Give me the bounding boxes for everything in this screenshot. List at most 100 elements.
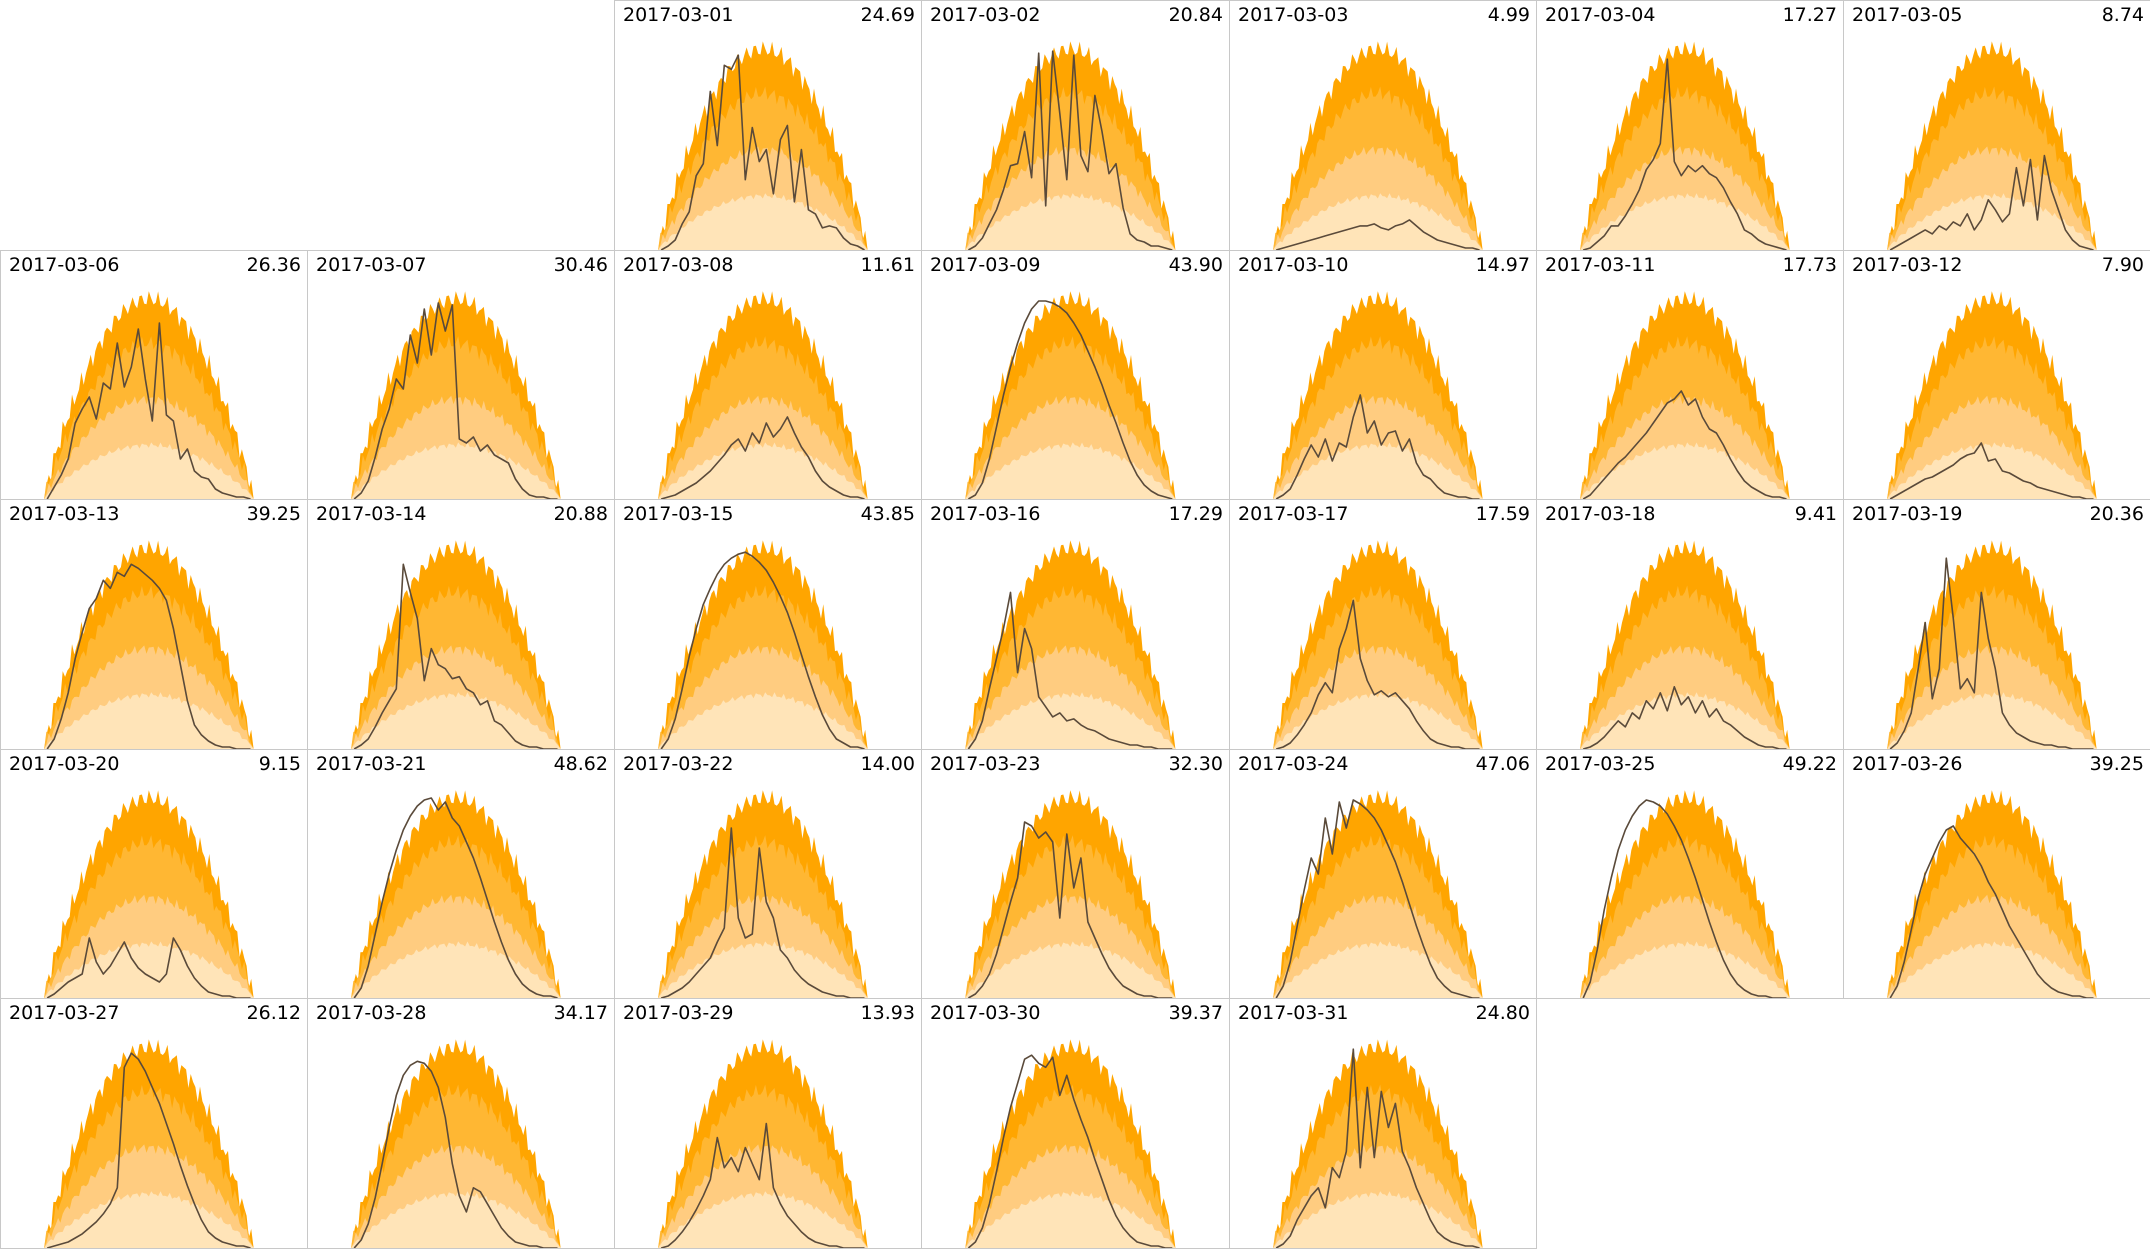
day-panel: 2017-03-01 24.69 [614, 0, 922, 251]
day-chart [1273, 41, 1483, 250]
irradiance-band-4 [658, 1191, 868, 1248]
measured-power-line [660, 54, 865, 250]
day-total-value: 49.22 [1782, 753, 1837, 775]
measured-power-line [46, 563, 251, 749]
day-total-value: 32.30 [1168, 753, 1223, 775]
day-total-value: 4.99 [1487, 4, 1530, 26]
day-panel: 2017-03-29 13.93 [614, 998, 922, 1249]
day-total-value: 34.17 [553, 1002, 608, 1024]
day-total-value: 17.59 [1475, 503, 1530, 525]
irradiance-band-4 [1273, 1191, 1483, 1248]
irradiance-band-4 [1273, 442, 1483, 499]
measured-power-line [1889, 557, 2094, 749]
day-chart [658, 291, 868, 499]
measured-power-line [353, 1060, 558, 1248]
day-date-label: 2017-03-14 [316, 503, 427, 525]
irradiance-band-4 [351, 442, 561, 499]
day-panel: 2017-03-14 20.88 [307, 499, 615, 750]
day-panel: 2017-03-31 24.80 [1229, 998, 1537, 1249]
day-chart [1887, 790, 2097, 998]
irradiance-band-4 [351, 1191, 561, 1248]
day-panel: 2017-03-02 20.84 [921, 0, 1230, 251]
day-date-label: 2017-03-03 [1238, 4, 1349, 26]
day-chart [44, 1039, 254, 1248]
day-total-value: 13.93 [860, 1002, 915, 1024]
day-total-value: 24.69 [860, 4, 915, 26]
measured-power-line [968, 50, 1173, 250]
day-total-value: 39.37 [1168, 1002, 1223, 1024]
day-panel: 2017-03-09 43.90 [921, 250, 1230, 500]
day-chart [44, 540, 254, 749]
irradiance-band-4 [658, 692, 868, 749]
day-total-value: 39.25 [2089, 753, 2144, 775]
day-panel: 2017-03-30 39.37 [921, 998, 1230, 1249]
day-total-value: 39.25 [246, 503, 301, 525]
day-date-label: 2017-03-06 [9, 254, 120, 276]
day-chart [1887, 41, 2097, 250]
day-chart [658, 540, 868, 749]
irradiance-band-4 [658, 941, 868, 998]
measured-power-line [968, 300, 1173, 499]
day-date-label: 2017-03-24 [1238, 753, 1349, 775]
irradiance-band-4 [1580, 692, 1790, 749]
day-chart [1273, 790, 1483, 998]
day-date-label: 2017-03-27 [9, 1002, 120, 1024]
day-date-label: 2017-03-05 [1852, 4, 1963, 26]
day-chart [351, 540, 561, 749]
measured-power-line [1275, 1048, 1480, 1248]
day-total-value: 9.41 [1794, 503, 1837, 525]
day-total-value: 8.74 [2101, 4, 2144, 26]
day-total-value: 43.85 [860, 503, 915, 525]
irradiance-band-4 [351, 941, 561, 998]
day-total-value: 14.00 [860, 753, 915, 775]
measured-power-line [660, 416, 865, 499]
irradiance-band-4 [965, 442, 1176, 499]
day-date-label: 2017-03-12 [1852, 254, 1963, 276]
day-total-value: 26.36 [246, 254, 301, 276]
day-chart [965, 1039, 1176, 1248]
day-date-label: 2017-03-13 [9, 503, 120, 525]
measured-power-line [46, 1052, 251, 1248]
day-panel: 2017-03-24 47.06 [1229, 749, 1537, 999]
day-chart [965, 540, 1176, 749]
irradiance-band-4 [965, 1191, 1176, 1248]
measured-power-line [1582, 799, 1787, 998]
day-chart [351, 1039, 561, 1248]
irradiance-band-4 [1580, 193, 1790, 250]
day-panel: 2017-03-28 34.17 [307, 998, 615, 1249]
measured-power-line [1889, 442, 2094, 499]
day-panel: 2017-03-19 20.36 [1843, 499, 2150, 750]
measured-power-line [1275, 219, 1480, 250]
irradiance-band-4 [44, 941, 254, 998]
day-date-label: 2017-03-26 [1852, 753, 1963, 775]
irradiance-band-4 [44, 1191, 254, 1248]
measured-power-line [353, 302, 558, 499]
day-chart [658, 1039, 868, 1248]
irradiance-band-4 [658, 193, 868, 250]
day-date-label: 2017-03-11 [1545, 254, 1656, 276]
day-date-label: 2017-03-20 [9, 753, 120, 775]
day-chart [1580, 291, 1790, 499]
day-date-label: 2017-03-10 [1238, 254, 1349, 276]
day-panel: 2017-03-22 14.00 [614, 749, 922, 999]
day-panel: 2017-03-08 11.61 [614, 250, 922, 500]
day-date-label: 2017-03-23 [930, 753, 1041, 775]
measured-power-line [967, 1054, 1173, 1248]
day-total-value: 14.97 [1475, 254, 1530, 276]
day-date-label: 2017-03-01 [623, 4, 734, 26]
measured-power-line [1582, 390, 1787, 499]
measured-power-line [353, 797, 558, 998]
measured-power-line [353, 563, 558, 749]
day-panel: 2017-03-11 17.73 [1536, 250, 1844, 500]
measured-power-line [1582, 58, 1787, 250]
day-panel: 2017-03-18 9.41 [1536, 499, 1844, 750]
day-panel: 2017-03-20 9.15 [0, 749, 308, 999]
day-total-value: 9.15 [258, 753, 301, 775]
measured-power-line [660, 1122, 865, 1248]
day-total-value: 20.36 [2089, 503, 2144, 525]
irradiance-band-4 [658, 442, 868, 499]
day-chart [1580, 540, 1790, 749]
day-total-value: 11.61 [860, 254, 915, 276]
day-chart [351, 790, 561, 998]
irradiance-band-4 [1887, 692, 2097, 749]
